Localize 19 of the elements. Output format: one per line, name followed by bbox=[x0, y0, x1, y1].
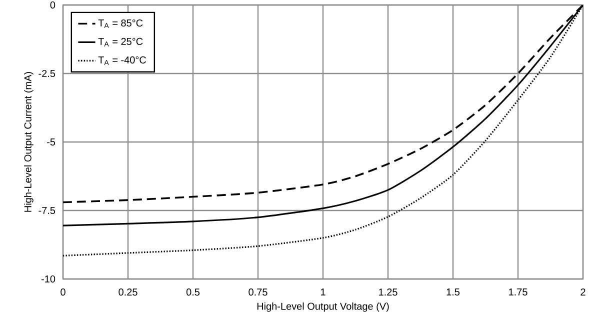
x-tick-label: 0.5 bbox=[186, 288, 200, 296]
x-tick-label: 2 bbox=[580, 288, 586, 296]
y-tick-label: -2.5 bbox=[38, 70, 56, 78]
x-tick-label: 0.25 bbox=[118, 288, 138, 296]
legend-label: T$_{A}$ = 25°C bbox=[98, 38, 143, 46]
x-tick-label: 0 bbox=[60, 288, 66, 296]
x-axis-title: High-Level Output Voltage (V) bbox=[257, 302, 389, 312]
y-axis-title: High-Level Output Current (mA) bbox=[24, 72, 34, 212]
y-tick-label: 0 bbox=[50, 1, 56, 9]
x-tick-label: 0.75 bbox=[248, 288, 268, 296]
y-tick-label: -7.5 bbox=[38, 206, 56, 214]
x-tick-label: 1.25 bbox=[379, 288, 398, 296]
x-tick-label: 1 bbox=[320, 288, 326, 296]
y-tick-label: -10 bbox=[41, 275, 56, 283]
x-tick-label: 1.5 bbox=[446, 288, 460, 296]
legend-label: T$_{A}$ = -40°C bbox=[98, 56, 146, 65]
x-tick-label: 1.75 bbox=[509, 288, 528, 296]
y-tick-label: -5 bbox=[47, 138, 56, 146]
legend-label: T$_{A}$ = 85°C bbox=[98, 19, 143, 28]
